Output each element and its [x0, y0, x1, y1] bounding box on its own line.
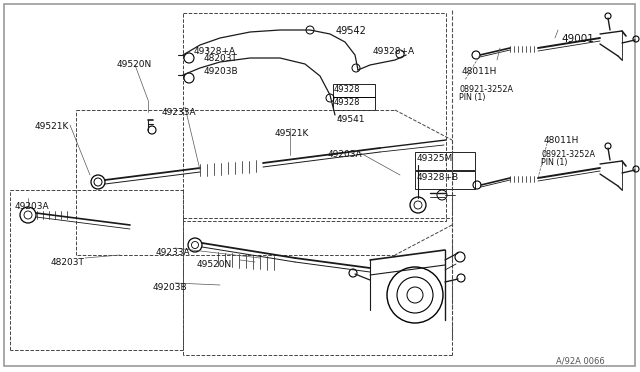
- Text: 08921-3252A: 08921-3252A: [459, 85, 513, 94]
- Text: 49542: 49542: [336, 26, 367, 36]
- Text: 49203A: 49203A: [328, 150, 363, 159]
- Text: PIN (1): PIN (1): [541, 158, 568, 167]
- Text: 49203B: 49203B: [153, 283, 188, 292]
- Text: 49203A: 49203A: [15, 202, 50, 211]
- Text: 48203T: 48203T: [51, 258, 85, 267]
- Text: 48203T: 48203T: [204, 54, 238, 63]
- Text: 48011H: 48011H: [462, 67, 497, 76]
- Text: 49541: 49541: [337, 115, 365, 124]
- Text: 49233A: 49233A: [162, 108, 196, 117]
- Text: 49001: 49001: [561, 34, 594, 44]
- Text: 48011H: 48011H: [544, 136, 579, 145]
- Bar: [415, 152, 475, 170]
- Text: 08921-3252A: 08921-3252A: [541, 150, 595, 159]
- Bar: [183, 13, 446, 221]
- Text: 49521K: 49521K: [35, 122, 69, 131]
- Text: 49203B: 49203B: [204, 67, 239, 76]
- Text: 49325M: 49325M: [417, 154, 453, 163]
- Text: 49521K: 49521K: [275, 129, 309, 138]
- Bar: [415, 171, 475, 189]
- Text: 49328+B: 49328+B: [417, 173, 459, 182]
- Text: PIN (1): PIN (1): [459, 93, 486, 102]
- Bar: [333, 97, 375, 110]
- Text: 49328+A: 49328+A: [373, 47, 415, 56]
- Bar: [333, 84, 375, 97]
- Text: 49520N: 49520N: [117, 60, 152, 69]
- Text: 49520N: 49520N: [197, 260, 232, 269]
- Text: A/92A 0066: A/92A 0066: [556, 356, 605, 365]
- Text: 49328: 49328: [334, 98, 360, 107]
- Text: 49233A: 49233A: [156, 248, 191, 257]
- Text: 49328+A: 49328+A: [194, 47, 236, 56]
- Text: 49328: 49328: [334, 85, 360, 94]
